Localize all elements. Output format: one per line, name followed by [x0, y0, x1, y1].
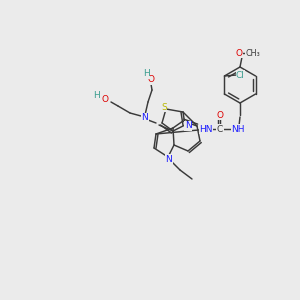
- Text: N: N: [184, 122, 191, 130]
- Text: C: C: [217, 124, 223, 134]
- Text: O: O: [148, 76, 154, 85]
- Text: CH₃: CH₃: [246, 49, 260, 58]
- Text: H: H: [94, 91, 100, 100]
- Text: Cl: Cl: [236, 70, 245, 80]
- Text: H: H: [142, 70, 149, 79]
- Text: HN: HN: [199, 124, 213, 134]
- Text: N: N: [142, 113, 148, 122]
- Text: O: O: [236, 49, 242, 58]
- Text: N: N: [166, 154, 172, 164]
- Text: S: S: [161, 103, 167, 112]
- Text: O: O: [101, 94, 109, 103]
- Text: NH: NH: [231, 124, 245, 134]
- Text: O: O: [217, 110, 224, 119]
